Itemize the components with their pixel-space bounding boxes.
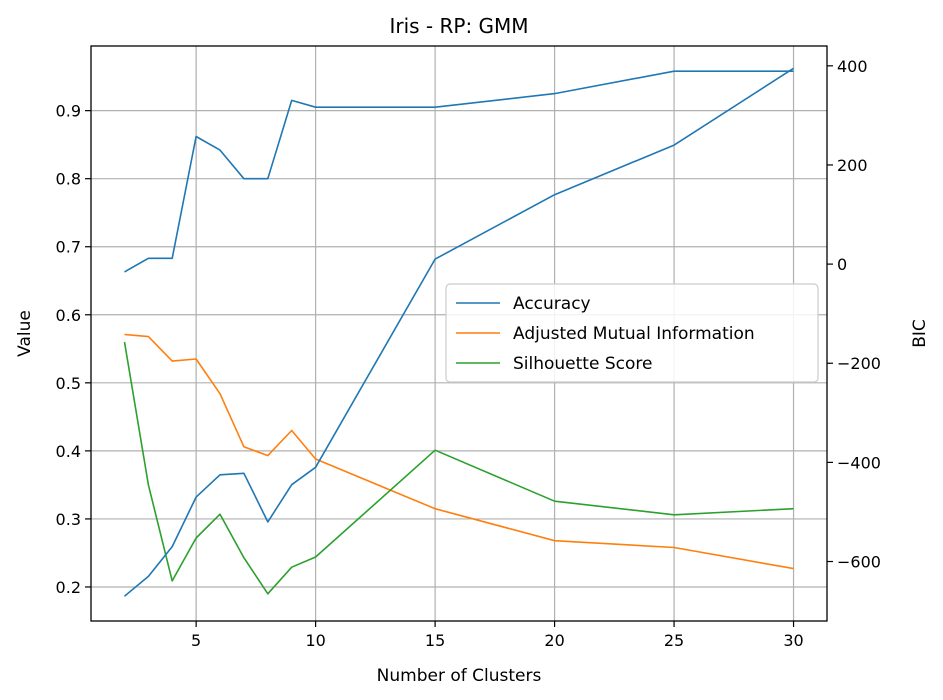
x-tick-label: 30 bbox=[783, 631, 803, 650]
y2-tick-label: 0 bbox=[837, 255, 847, 274]
x-tick-label: 25 bbox=[664, 631, 684, 650]
y-tick-label: 0.7 bbox=[56, 238, 81, 257]
y-tick-label: 0.3 bbox=[56, 510, 81, 529]
y-tick-label: 0.5 bbox=[56, 374, 81, 393]
series-line-accuracy bbox=[124, 70, 794, 273]
legend-label: Accuracy bbox=[513, 294, 591, 314]
y2-tick-label: −600 bbox=[837, 553, 881, 572]
x-tick-label: 15 bbox=[425, 631, 445, 650]
y2-tick-label: 400 bbox=[837, 57, 868, 76]
y-axis-ticks: 0.2 0.3 0.4 0.5 0.6 0.7 0.8 0.9 bbox=[56, 102, 91, 597]
x-axis-ticks: 5 10 15 20 25 30 bbox=[191, 621, 804, 650]
y2-tick-label: −400 bbox=[837, 453, 881, 472]
legend: Accuracy Adjusted Mutual Information Silho… bbox=[445, 283, 819, 383]
chart-title: Iris - RP: GMM bbox=[389, 14, 528, 38]
series-lines bbox=[123, 67, 794, 597]
y2-axis-ticks: 400 200 0 −200 −400 −600 bbox=[827, 57, 881, 572]
y2-tick-label: 200 bbox=[837, 156, 868, 175]
series-line-adjusted-mutual-information bbox=[124, 333, 794, 570]
x-tick-label: 20 bbox=[544, 631, 564, 650]
legend-label: Adjusted Mutual Information bbox=[513, 324, 755, 344]
y-tick-label: 0.9 bbox=[56, 102, 81, 121]
y-tick-label: 0.4 bbox=[56, 442, 81, 461]
x-tick-label: 5 bbox=[191, 631, 201, 650]
y-tick-label: 0.6 bbox=[56, 306, 81, 325]
y2-tick-label: −200 bbox=[837, 354, 881, 373]
y-tick-label: 0.8 bbox=[56, 170, 81, 189]
legend-label: Silhouette Score bbox=[513, 354, 652, 374]
legend-box bbox=[445, 283, 819, 383]
x-tick-label: 10 bbox=[305, 631, 325, 650]
y2-axis-label: BIC bbox=[910, 319, 930, 348]
y-tick-label: 0.2 bbox=[56, 578, 81, 597]
x-axis-label: Number of Clusters bbox=[377, 666, 542, 686]
plot-frame bbox=[90, 45, 828, 622]
series-line-silhouette-score bbox=[123, 341, 794, 595]
series-line-bic bbox=[123, 67, 794, 597]
y-axis-label: Value bbox=[15, 310, 35, 357]
